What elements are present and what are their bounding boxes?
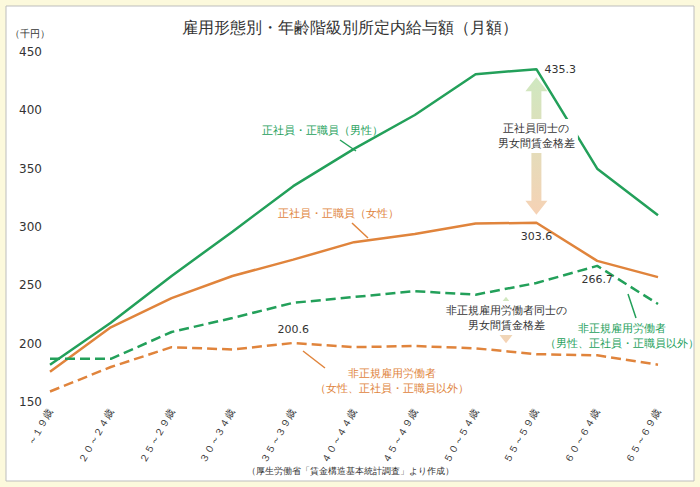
svg-text:250: 250 (19, 278, 42, 292)
svg-text:４５～４９歳: ４５～４９歳 (380, 407, 420, 464)
svg-text:（女性、正社員・正職員以外）: （女性、正社員・正職員以外） (315, 382, 469, 395)
svg-text:（男性、正社員・正職員以外）: （男性、正社員・正職員以外） (545, 337, 699, 350)
svg-text:303.6: 303.6 (521, 230, 553, 243)
svg-text:２０～２４歳: ２０～２４歳 (76, 407, 116, 464)
svg-text:350: 350 (19, 162, 42, 176)
svg-text:非正規雇用労働者: 非正規雇用労働者 (578, 322, 666, 335)
svg-text:非正規雇用労働者: 非正規雇用労働者 (348, 367, 436, 380)
svg-text:200: 200 (19, 337, 42, 351)
svg-text:400: 400 (19, 103, 42, 117)
svg-text:男女間賃金格差: 男女間賃金格差 (498, 137, 575, 150)
svg-text:正社員・正職員（男性）: 正社員・正職員（男性） (262, 124, 383, 137)
svg-text:（厚生労働省「賃金構造基本統計調査」より作成）: （厚生労働省「賃金構造基本統計調査」より作成） (247, 466, 454, 476)
svg-text:266.7: 266.7 (581, 273, 613, 286)
svg-text:３０～３４歳: ３０～３４歳 (198, 407, 238, 464)
svg-text:２５～２９歳: ２５～２９歳 (137, 407, 177, 464)
svg-text:～１９歳: ～１９歳 (25, 407, 55, 447)
svg-text:４０～４４歳: ４０～４４歳 (319, 407, 359, 464)
svg-text:150: 150 (19, 395, 42, 409)
svg-text:６０～６４歳: ６０～６４歳 (562, 407, 602, 464)
svg-text:５０～５４歳: ５０～５４歳 (441, 407, 481, 464)
svg-text:（千円）: （千円） (10, 28, 50, 39)
svg-text:非正規雇用労働者同士の: 非正規雇用労働者同士の (446, 304, 567, 317)
svg-text:450: 450 (19, 45, 42, 59)
svg-text:300: 300 (19, 220, 42, 234)
svg-text:435.3: 435.3 (544, 63, 576, 76)
svg-text:３５～３９歳: ３５～３９歳 (258, 407, 298, 464)
svg-text:雇用形態別・年齢階級別所定内給与額（月額）: 雇用形態別・年齢階級別所定内給与額（月額） (182, 18, 518, 37)
svg-text:５５～５９歳: ５５～５９歳 (502, 407, 542, 464)
svg-text:６５～６９歳: ６５～６９歳 (623, 407, 663, 464)
svg-text:200.6: 200.6 (277, 323, 309, 336)
svg-text:正社員同士の: 正社員同士の (503, 122, 569, 135)
svg-text:男女間賃金格差: 男女間賃金格差 (468, 319, 545, 332)
svg-text:正社員・正職員（女性）: 正社員・正職員（女性） (278, 207, 399, 220)
